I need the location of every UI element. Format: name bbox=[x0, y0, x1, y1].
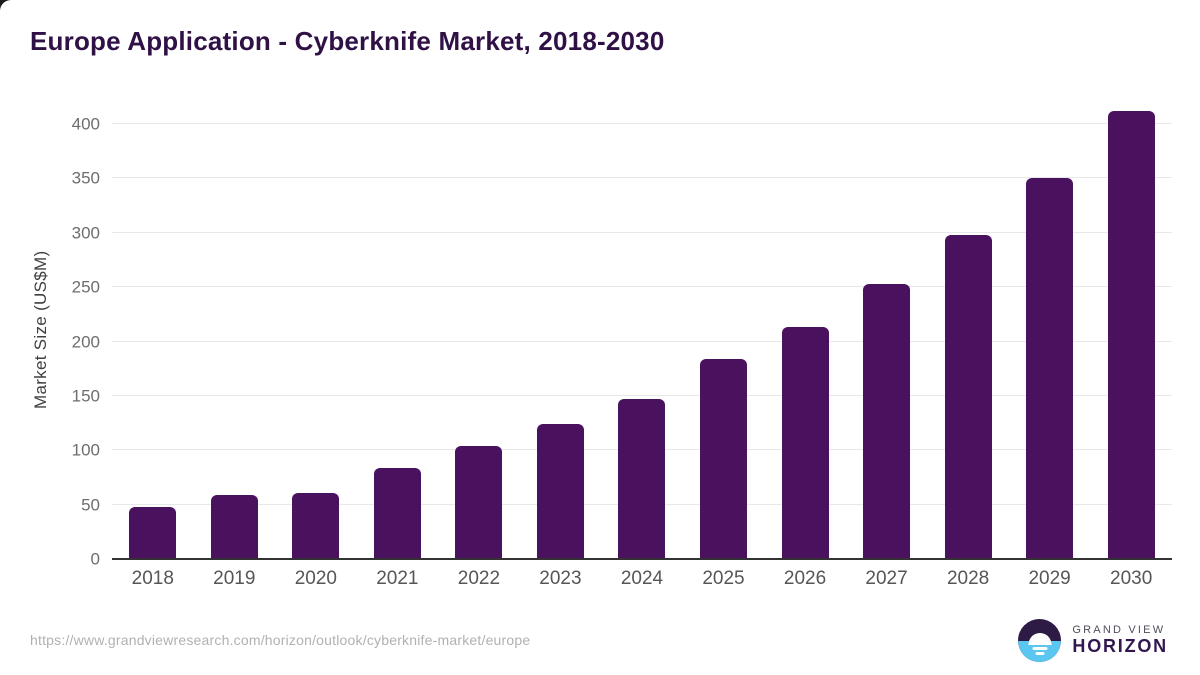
bar-2021 bbox=[373, 467, 421, 559]
y-axis-tick-labels: 0 50 100 150 200 250 300 350 400 bbox=[30, 100, 100, 568]
y-tick-label: 350 bbox=[71, 168, 100, 188]
screenshot-corner-artifact bbox=[0, 0, 22, 22]
bar-slot bbox=[1009, 100, 1091, 559]
x-tick-label: 2026 bbox=[783, 568, 827, 589]
x-tick-label: 2023 bbox=[539, 568, 582, 589]
bar-slot bbox=[112, 100, 194, 559]
x-tick-label: 2024 bbox=[620, 568, 664, 589]
y-tick-label: 250 bbox=[71, 277, 100, 297]
logo-text: GRAND VIEW HORIZON bbox=[1072, 624, 1168, 657]
bar-slot bbox=[764, 100, 846, 559]
gridline bbox=[112, 394, 1172, 396]
bar-2029 bbox=[1026, 178, 1074, 559]
bars-row bbox=[112, 100, 1172, 559]
bar-slot bbox=[357, 100, 439, 559]
bar-2020 bbox=[292, 492, 340, 559]
brand-name-bottom: HORIZON bbox=[1072, 636, 1168, 657]
y-tick-label: 200 bbox=[71, 332, 100, 351]
x-tick-label: 2021 bbox=[376, 568, 419, 589]
bar-2023 bbox=[536, 424, 584, 559]
logo-icon-sea bbox=[1018, 640, 1062, 662]
x-tick-label: 2025 bbox=[702, 568, 745, 589]
bar-2022 bbox=[455, 445, 503, 559]
bar-2024 bbox=[618, 399, 666, 559]
x-tick-label: 2019 bbox=[213, 568, 256, 589]
y-tick-label: 150 bbox=[71, 386, 100, 406]
y-tick-label: 100 bbox=[71, 440, 100, 460]
bar-2028 bbox=[944, 234, 992, 559]
bar-slot bbox=[1090, 100, 1172, 559]
chart-title: Europe Application - Cyberknife Market, … bbox=[30, 26, 665, 56]
gridline bbox=[112, 340, 1172, 342]
x-tick-label: 2029 bbox=[1028, 568, 1071, 589]
bar-slot bbox=[927, 100, 1009, 559]
x-axis-line bbox=[112, 558, 1172, 560]
brand-logo: GRAND VIEW HORIZON bbox=[1018, 619, 1168, 662]
bar-slot bbox=[601, 100, 683, 559]
logo-icon-reflection-line bbox=[1035, 652, 1045, 655]
source-url: https://www.grandviewresearch.com/horizo… bbox=[30, 632, 531, 648]
gridline bbox=[112, 123, 1172, 124]
bar-slot bbox=[846, 100, 928, 559]
x-axis-tick-labels: 2018 2019 2020 2021 2022 2023 2024 2025 2026 2027… bbox=[112, 568, 1172, 590]
y-tick-label: 0 bbox=[90, 549, 100, 569]
bar-2030 bbox=[1107, 110, 1155, 559]
x-tick-label: 2028 bbox=[946, 568, 990, 589]
x-tick-label: 2022 bbox=[457, 568, 501, 589]
bar-2026 bbox=[781, 327, 829, 559]
bar-slot bbox=[438, 100, 520, 559]
logo-icon-reflection-line bbox=[1032, 647, 1048, 650]
bar-slot bbox=[194, 100, 276, 559]
y-tick-label: 50 bbox=[81, 495, 100, 515]
logo-icon-sun bbox=[1028, 633, 1052, 645]
gridline bbox=[112, 177, 1172, 179]
bar-2019 bbox=[210, 494, 258, 559]
x-tick-label: 2030 bbox=[1110, 568, 1153, 589]
horizon-sunset-circle-icon bbox=[1018, 619, 1062, 662]
bar-2025 bbox=[699, 358, 747, 559]
x-tick-label: 2020 bbox=[294, 568, 337, 589]
y-tick-label: 400 bbox=[71, 114, 100, 134]
bar-2027 bbox=[863, 283, 911, 559]
x-tick-label: 2018 bbox=[131, 568, 174, 589]
brand-name-top: GRAND VIEW bbox=[1072, 623, 1166, 636]
x-tick-label: 2027 bbox=[865, 568, 908, 589]
y-tick-label: 300 bbox=[71, 223, 100, 243]
gridline bbox=[112, 286, 1172, 288]
bar-slot bbox=[520, 100, 602, 559]
plot-area bbox=[112, 100, 1172, 560]
bar-slot bbox=[275, 100, 357, 559]
bar-2018 bbox=[129, 506, 177, 559]
bar-slot bbox=[683, 100, 765, 559]
gridline bbox=[112, 231, 1172, 233]
